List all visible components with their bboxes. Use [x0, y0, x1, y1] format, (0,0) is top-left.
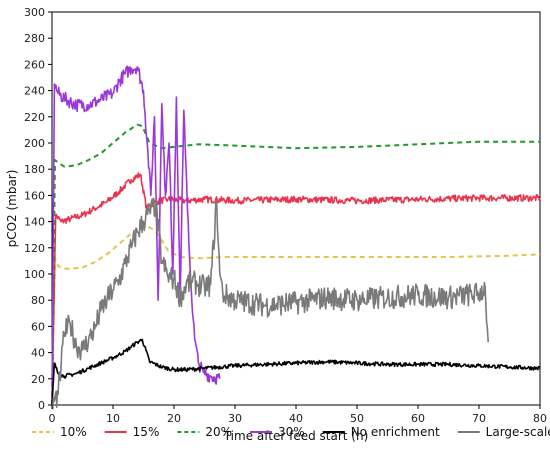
- y-tick-label: 140: [24, 216, 45, 229]
- series-line-0: [51, 223, 541, 406]
- series-line-4: [51, 338, 541, 406]
- x-tick-label: 80: [533, 412, 547, 425]
- y-axis-label: pCO2 (mbar): [5, 170, 19, 248]
- legend-label-2: 20%: [205, 425, 232, 439]
- y-tick-label: 200: [24, 137, 45, 150]
- y-tick-label: 160: [24, 189, 45, 202]
- x-tick-label: 0: [49, 412, 56, 425]
- series-layer: [51, 65, 541, 410]
- y-tick-label: 260: [24, 58, 45, 71]
- y-tick-label: 300: [24, 6, 45, 19]
- y-tick-label: 240: [24, 85, 45, 98]
- y-tick-label: 280: [24, 32, 45, 45]
- y-tick-label: 220: [24, 111, 45, 124]
- y-tick-label: 0: [38, 399, 45, 412]
- x-tick-label: 20: [167, 412, 181, 425]
- x-tick-label: 40: [289, 412, 303, 425]
- legend-label-1: 15%: [133, 425, 160, 439]
- series-line-5: [51, 197, 489, 410]
- legend-label-3: 30%: [278, 425, 305, 439]
- y-tick-label: 180: [24, 163, 45, 176]
- y-tick-label: 80: [31, 294, 45, 307]
- x-tick-label: 70: [472, 412, 486, 425]
- legend: 10% 15% 20% 30% No enrichment Large-scale: [32, 425, 550, 439]
- series-line-3: [51, 65, 221, 406]
- legend-label-5: Large-scale: [486, 425, 550, 439]
- x-tick-label: 10: [106, 412, 120, 425]
- y-axis: 0 20 40 60 80 100 120 140 160 180 200 220 240 260 280 3…: [24, 6, 52, 412]
- x-tick-label: 30: [228, 412, 242, 425]
- y-tick-label: 40: [31, 347, 45, 360]
- y-tick-label: 100: [24, 268, 45, 281]
- series-line-1: [51, 172, 541, 406]
- y-tick-label: 20: [31, 373, 45, 386]
- y-tick-label: 60: [31, 320, 45, 333]
- x-tick-label: 50: [350, 412, 364, 425]
- x-tick-label: 60: [411, 412, 425, 425]
- legend-label-4: No enrichment: [351, 425, 440, 439]
- y-tick-label: 120: [24, 242, 45, 255]
- legend-label-0: 10%: [60, 425, 87, 439]
- x-axis: 0 10 20 30 40 50 60 70 80: [49, 405, 547, 425]
